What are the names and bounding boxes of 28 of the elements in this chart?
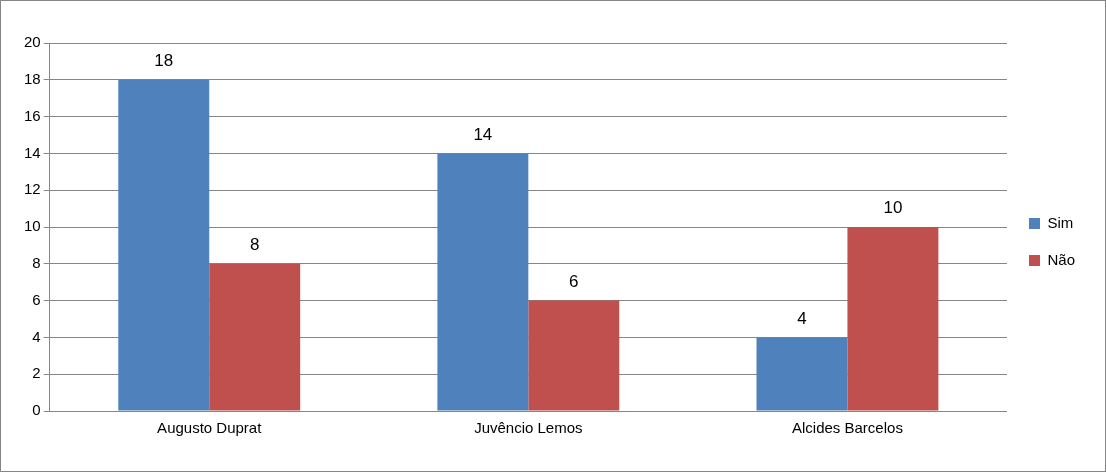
x-tick-label: Alcides Barcelos — [791, 419, 903, 437]
y-tick-label: 20 — [24, 33, 41, 51]
bar — [437, 153, 529, 411]
y-tick-label: 16 — [24, 106, 41, 124]
x-tick-label: Juvêncio Lemos — [474, 419, 583, 437]
y-tick-label: 14 — [24, 143, 41, 161]
y-tick-label: 4 — [32, 327, 41, 345]
y-tick-label: 2 — [32, 364, 41, 382]
bar — [209, 263, 301, 411]
y-tick-label: 6 — [32, 290, 41, 308]
y-tick-label: 8 — [32, 253, 41, 271]
y-tick-label: 0 — [32, 401, 41, 419]
data-label: 14 — [473, 124, 493, 144]
data-label: 18 — [154, 50, 174, 70]
bar — [847, 227, 939, 411]
data-label: 8 — [249, 234, 260, 254]
x-tick-label: Augusto Duprat — [157, 419, 263, 437]
legend-label: Sim — [1047, 213, 1074, 231]
y-tick-label: 18 — [24, 69, 41, 87]
bar — [756, 337, 848, 411]
data-label: 10 — [883, 198, 903, 218]
y-tick-label: 10 — [24, 217, 41, 235]
bar — [528, 300, 620, 411]
data-label: 4 — [797, 308, 807, 328]
y-tick-label: 12 — [24, 180, 41, 198]
legend-label: Não — [1047, 250, 1076, 268]
data-label: 6 — [569, 271, 579, 291]
bar — [118, 79, 210, 411]
